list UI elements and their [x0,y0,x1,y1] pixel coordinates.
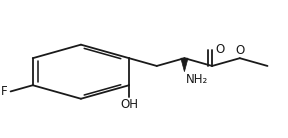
Text: OH: OH [120,98,138,111]
Text: O: O [235,44,245,57]
Text: F: F [1,85,8,98]
Text: O: O [215,43,225,56]
Polygon shape [181,58,188,72]
Text: NH₂: NH₂ [186,73,208,86]
